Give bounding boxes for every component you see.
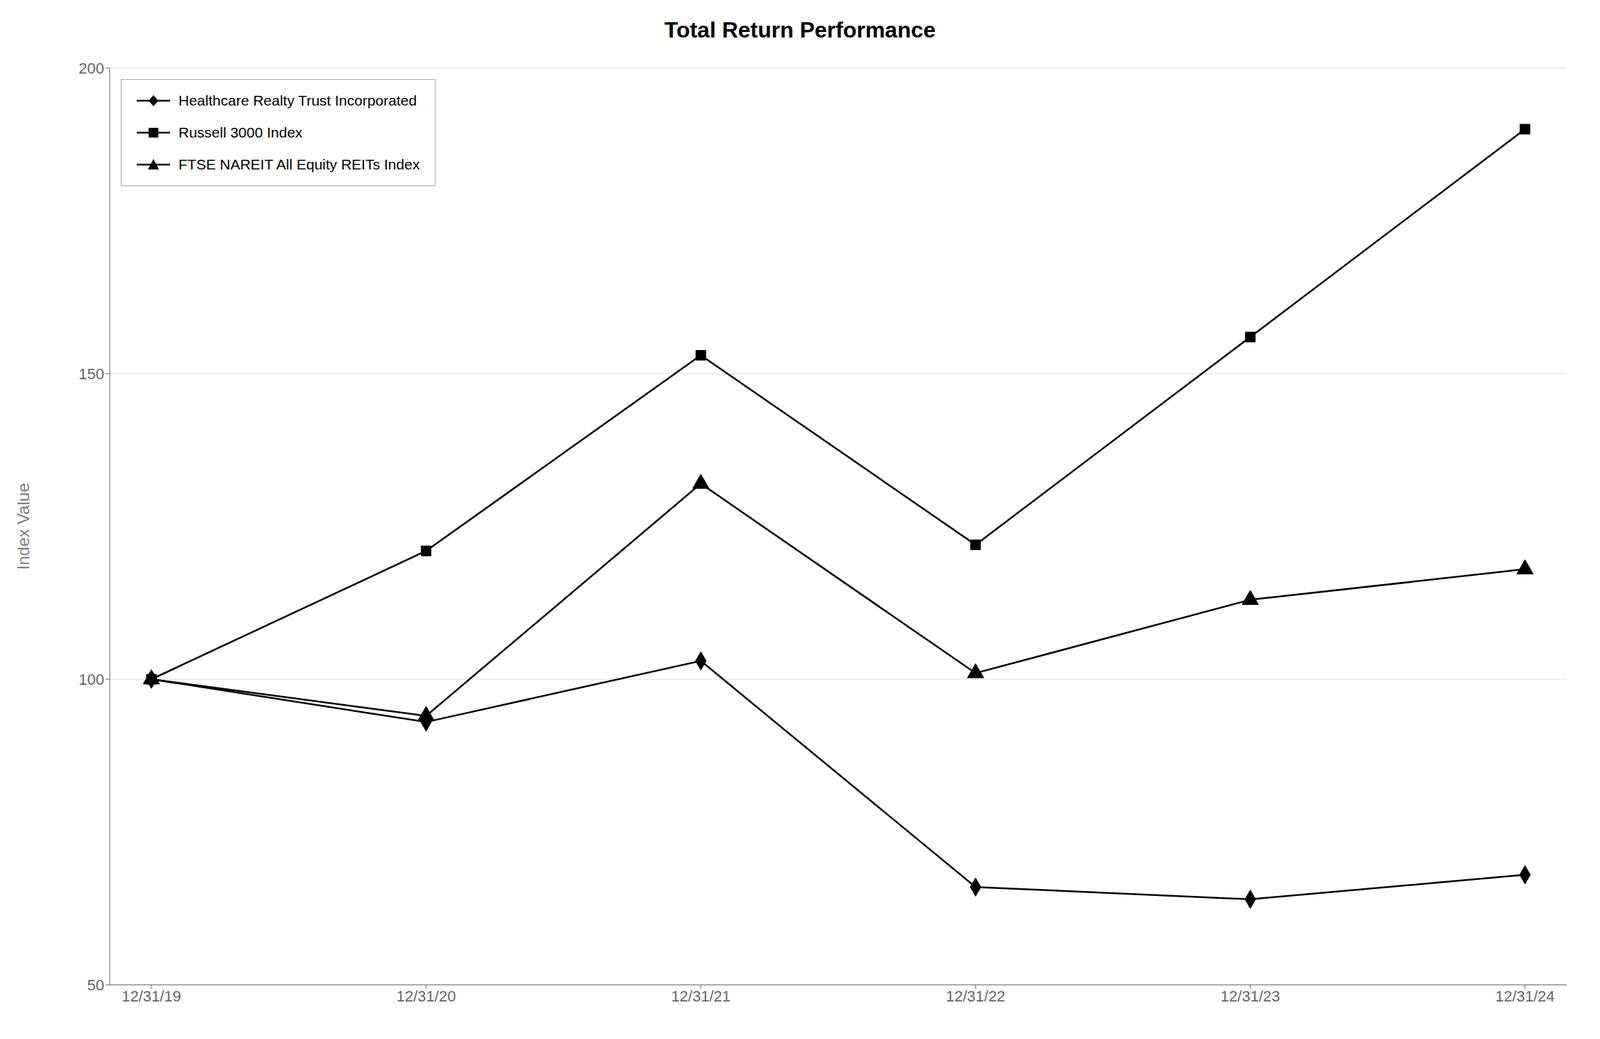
svg-text:12/31/24: 12/31/24 [1495, 987, 1555, 1005]
svg-text:12/31/22: 12/31/22 [945, 987, 1006, 1005]
html-text:Russell 3000 Index: Russell 3000 Index [178, 124, 303, 141]
html-text:Healthcare Realty Trust Incorp: Healthcare Realty Trust Incorporated [178, 92, 417, 109]
svg-text:12/31/23: 12/31/23 [1220, 987, 1281, 1005]
svg-text:100: 100 [78, 670, 105, 689]
svg-text:50: 50 [87, 976, 105, 994]
html-text:FTSE NAREIT All Equity REITs I: FTSE NAREIT All Equity REITs Index [178, 156, 420, 173]
svg-text:12/31/19: 12/31/19 [121, 987, 182, 1005]
html-text:Total Return Performance: Total Return Performance [664, 17, 936, 43]
svg-text:12/31/20: 12/31/20 [396, 987, 457, 1005]
svg-text:150: 150 [78, 365, 105, 383]
svg-text:Index Value: Index Value [13, 483, 33, 571]
svg-text:200: 200 [78, 59, 105, 78]
svg-text:12/31/21: 12/31/21 [670, 987, 731, 1005]
